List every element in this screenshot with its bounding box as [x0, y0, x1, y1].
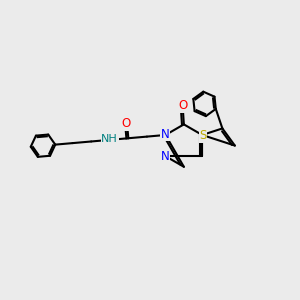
Text: O: O — [122, 117, 131, 130]
Text: NH: NH — [101, 134, 118, 144]
Text: N: N — [160, 128, 169, 141]
Text: N: N — [160, 150, 169, 163]
Text: O: O — [178, 99, 187, 112]
Text: S: S — [199, 129, 206, 142]
